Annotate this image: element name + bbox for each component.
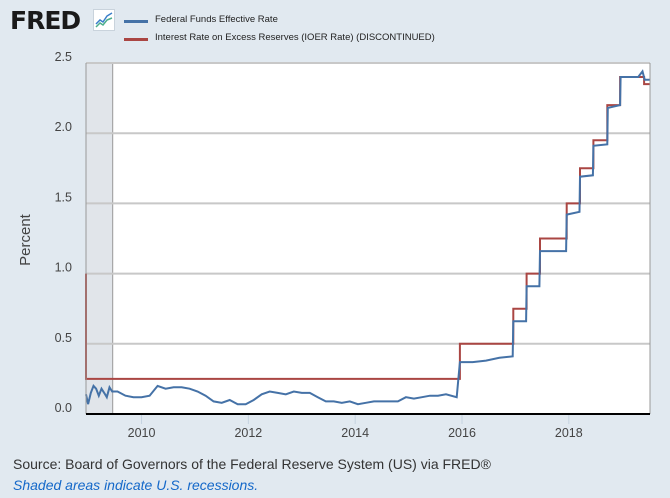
- x-tick-label: 2014: [341, 426, 369, 440]
- y-axis-label: Percent: [17, 213, 34, 266]
- recession-shading: [86, 63, 113, 414]
- y-tick-label: 2.5: [55, 50, 72, 64]
- legend-item-ffr[interactable]: Federal Funds Effective Rate: [124, 10, 435, 28]
- legend-swatch-ffr: [124, 19, 148, 23]
- x-tick-label: 2012: [234, 426, 262, 440]
- series-line-ffr: [85, 69, 650, 406]
- chart-svg: 0.00.51.01.52.02.5 2010 2012 2014 2016 2018 …: [17, 50, 651, 440]
- legend-swatch-ioer: [124, 37, 148, 41]
- legend-item-ioer[interactable]: Interest Rate on Excess Reserves (IOER R…: [124, 28, 435, 46]
- recession-note[interactable]: Shaded areas indicate U.S. recessions.: [13, 477, 259, 493]
- legend-label-ffr: Federal Funds Effective Rate: [155, 13, 278, 25]
- x-tick-label: 2010: [128, 426, 156, 440]
- y-tick-label: 1.5: [55, 190, 72, 204]
- x-tick-label: 2016: [448, 426, 476, 440]
- y-tick-label: 2.0: [55, 120, 72, 134]
- line-chart-icon: [93, 9, 115, 31]
- fred-logo[interactable]: FRED: [10, 6, 81, 35]
- x-tick-label: 2018: [555, 426, 583, 440]
- y-tick-label: 1.0: [55, 261, 72, 275]
- y-tick-label: 0.5: [55, 331, 72, 345]
- source-text: Source: Board of Governors of the Federa…: [13, 456, 491, 472]
- legend-label-ioer: Interest Rate on Excess Reserves (IOER R…: [155, 31, 435, 43]
- y-tick-label: 0.0: [55, 401, 72, 415]
- chart-legend: Federal Funds Effective Rate Interest Ra…: [124, 10, 435, 46]
